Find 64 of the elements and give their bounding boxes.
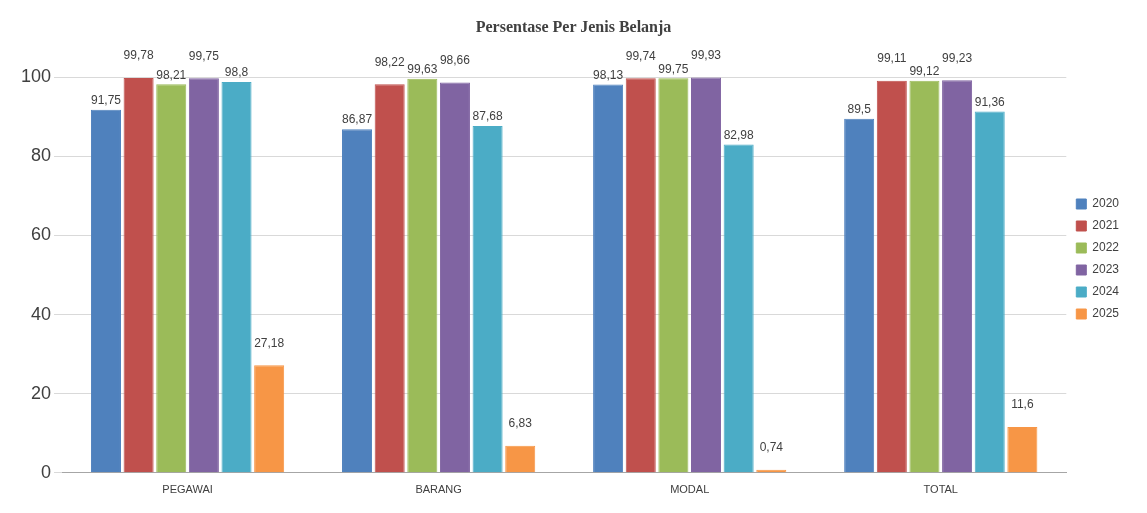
chart-title: Persentase Per Jenis Belanja	[475, 17, 672, 36]
bar	[123, 78, 154, 473]
legend-label: 2025	[1092, 306, 1120, 321]
data-label: 98,8	[224, 65, 249, 80]
bar	[472, 125, 503, 473]
data-label: 89,5	[847, 102, 872, 117]
legend-label: 2020	[1092, 196, 1120, 211]
data-label: 99,75	[658, 61, 689, 76]
data-label: 99,23	[942, 50, 973, 65]
bar	[723, 144, 754, 473]
bar	[691, 77, 722, 473]
data-label: 99,12	[909, 63, 940, 78]
data-label: 98,13	[593, 67, 624, 82]
x-tick-label: BARANG	[415, 483, 462, 496]
bar	[844, 118, 875, 473]
data-label: 98,22	[374, 54, 406, 69]
data-label: 99,75	[188, 48, 220, 63]
legend-label: 2023	[1092, 262, 1120, 277]
y-tick-label: 60	[31, 224, 52, 245]
data-label: 0,74	[759, 440, 784, 455]
y-tick-label: 0	[41, 461, 52, 482]
data-label: 27,18	[254, 335, 285, 350]
data-label: 86,87	[342, 112, 373, 127]
y-tick-label: 40	[31, 303, 52, 324]
bar	[942, 80, 973, 473]
data-label: 6,83	[508, 416, 533, 431]
bar	[505, 445, 536, 473]
y-tick-label: 20	[31, 382, 52, 403]
bar	[1007, 426, 1038, 473]
x-tick-label: MODAL	[670, 483, 710, 496]
bar	[156, 84, 187, 473]
data-label: 99,11	[877, 51, 907, 66]
bar	[658, 78, 689, 473]
bar	[374, 84, 405, 473]
legend-label: 2022	[1092, 240, 1120, 255]
legend-label: 2021	[1092, 218, 1120, 233]
bar	[342, 129, 373, 473]
bar	[221, 81, 252, 473]
y-tick-label: 100	[20, 66, 52, 87]
y-tick-label: 80	[31, 145, 52, 166]
bar	[974, 111, 1005, 473]
bar	[254, 365, 285, 473]
x-tick-label: TOTAL	[923, 483, 958, 496]
x-tick-label: PEGAWAI	[162, 483, 213, 496]
data-label: 98,66	[439, 52, 471, 67]
data-label: 91,75	[90, 93, 122, 108]
bar	[439, 82, 470, 473]
data-label: 98,21	[156, 67, 187, 82]
bar	[593, 84, 624, 473]
bar	[188, 78, 219, 473]
bar	[876, 80, 907, 473]
bar	[407, 78, 438, 473]
data-label: 99,63	[407, 61, 438, 76]
data-label: 87,68	[472, 109, 503, 124]
data-label: 91,36	[974, 94, 1006, 109]
data-label: 99,93	[691, 47, 722, 62]
bar	[625, 78, 656, 473]
data-label: 99,74	[625, 48, 657, 63]
bar	[909, 80, 940, 473]
data-label: 99,78	[123, 48, 154, 63]
legend-label: 2024	[1092, 284, 1120, 299]
data-label: 11,6	[1011, 397, 1034, 412]
data-label: 82,98	[723, 127, 754, 142]
bar	[90, 109, 121, 473]
